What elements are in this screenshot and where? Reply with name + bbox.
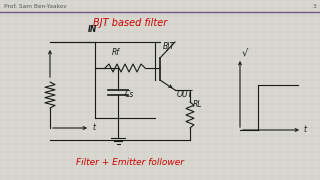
Text: RL: RL [193, 100, 203, 109]
Text: BJT: BJT [163, 42, 175, 51]
Text: Filter + Emitter follower: Filter + Emitter follower [76, 158, 184, 167]
Text: Cs: Cs [125, 90, 134, 99]
Text: t: t [93, 123, 96, 132]
Text: OUT: OUT [177, 90, 193, 99]
Text: BJT based filter: BJT based filter [93, 18, 167, 28]
Text: IN: IN [88, 25, 97, 34]
Text: t: t [304, 125, 307, 134]
Text: 3: 3 [312, 4, 316, 9]
Text: Rf: Rf [112, 48, 120, 57]
Text: √: √ [242, 47, 248, 57]
Text: Prof. Sam Ben-Yaakov: Prof. Sam Ben-Yaakov [4, 4, 67, 9]
